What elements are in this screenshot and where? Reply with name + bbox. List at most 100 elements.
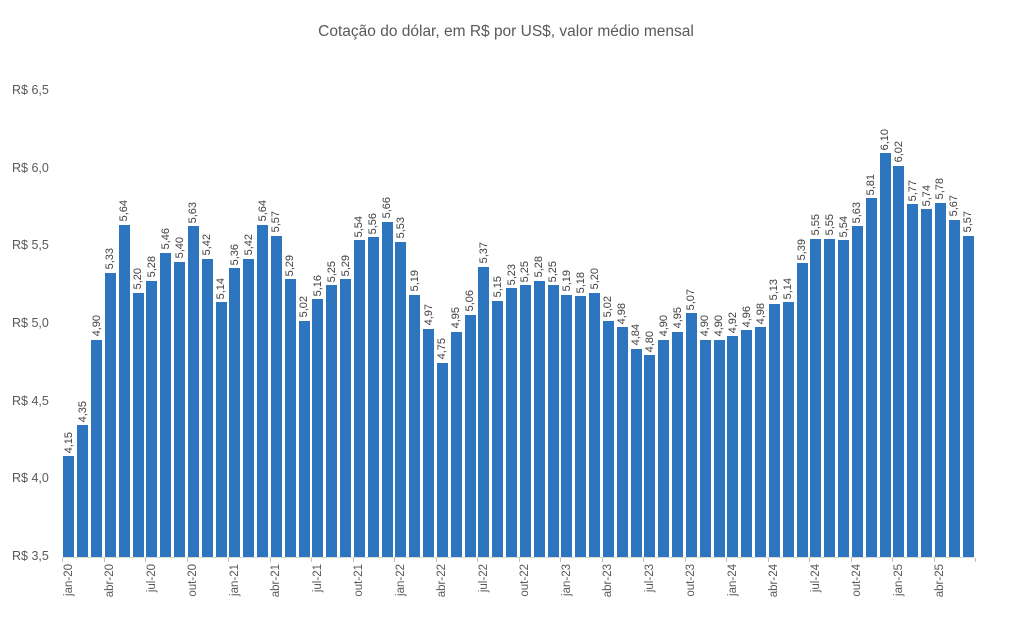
bar-value-label: 4,90 [699,315,712,337]
bar [492,300,504,557]
bar [672,331,684,557]
bar [409,294,421,557]
x-tick-mark [975,558,976,562]
bar [340,279,352,557]
x-tick-label: jan-22 [394,564,407,596]
bar [658,339,670,557]
bar [215,302,227,557]
x-tick-label: jul-22 [477,564,490,593]
bar [519,285,531,557]
bar-value-label: 4,98 [754,302,767,325]
x-tick-label: abr-21 [270,564,283,598]
bar-value-label: 5,53 [394,217,407,239]
bar [602,320,614,557]
bar [934,202,946,557]
bar [948,219,960,557]
x-tick-label: abr-22 [436,564,449,598]
y-tick-label: R$ 4,5 [12,393,49,408]
bar [353,240,365,557]
bar [257,224,269,557]
bar [713,339,725,557]
x-tick-label: jan-23 [560,564,573,596]
bar [423,328,435,557]
bar [464,314,476,557]
bar [685,313,697,557]
bar [146,280,158,557]
bar-value-label: 4,95 [671,307,684,329]
chart-title: Cotação do dólar, em R$ por US$, valor m… [318,23,694,40]
bar-value-label: 4,97 [422,304,435,326]
x-tick-label: abr-23 [602,564,615,598]
y-tick-label: R$ 4,0 [12,471,49,486]
bar [118,224,130,557]
x-tick-mark [435,558,437,562]
bar [104,272,116,557]
bar-value-label: 5,55 [809,214,822,236]
bar [381,221,393,557]
bar-value-label: 5,25 [325,260,338,283]
bar-value-label: 5,63 [851,201,864,224]
x-tick-label: out-22 [519,564,532,597]
x-tick-mark [560,558,561,562]
y-tick-label: R$ 6,0 [12,160,49,175]
bar-value-label: 5,06 [464,290,477,312]
bar [77,425,89,557]
x-tick-mark [601,558,603,562]
bar-value-label: 4,35 [76,400,89,422]
bar [810,238,822,557]
x-tick-label: out-24 [851,564,864,597]
bar [174,261,186,557]
bar-value-label: 5,14 [215,277,228,300]
bar [589,292,601,557]
bar-value-label: 5,33 [104,248,117,270]
bar [561,294,573,557]
bar [616,327,628,557]
bar-value-label: 5,19 [408,270,421,292]
bar [644,355,656,557]
x-tick-mark [477,558,478,562]
x-tick-label: jan-25 [892,564,905,596]
x-tick-label: jan-21 [228,564,241,596]
bar [851,226,863,557]
bar-value-label: 5,63 [187,201,200,224]
x-axis-line [62,557,975,558]
x-tick-label: out-21 [353,564,366,597]
bar-value-label: 5,81 [865,173,878,196]
x-tick-label: jan-24 [726,564,739,596]
bar-value-label: 5,42 [242,234,255,256]
bar-value-label: 5,56 [367,212,380,234]
x-tick-mark [311,558,312,562]
x-tick-label: abr-20 [104,564,117,598]
bar-value-label: 4,90 [90,315,103,337]
x-tick-mark [684,558,686,562]
x-tick-mark [145,558,146,562]
bar [727,336,739,557]
bar [824,238,836,557]
y-tick-label: R$ 5,0 [12,316,49,330]
bar-value-label: 5,18 [574,271,587,293]
bar-value-label: 5,36 [228,243,241,266]
x-tick-label: jul-24 [809,564,822,593]
x-tick-mark [518,558,520,562]
x-tick-label: jul-21 [311,564,324,593]
bar-value-label: 5,55 [823,214,836,236]
bar-value-label: 5,02 [602,296,615,318]
bar-value-label: 5,29 [284,254,297,276]
bar [741,330,753,557]
bar-value-label: 5,46 [159,228,172,250]
bar-value-label: 5,37 [477,242,490,264]
bar-value-label: 4,75 [436,338,449,360]
bar-value-label: 4,80 [643,330,656,353]
bar-value-label: 5,39 [796,238,809,261]
bar-value-label: 5,20 [132,268,145,290]
bar [229,268,241,557]
bar-value-label: 5,64 [256,200,269,222]
bar [755,327,767,557]
bar [907,204,919,557]
bar [921,209,933,557]
bar [768,303,780,557]
bar [478,266,490,557]
bar-value-label: 5,29 [339,254,352,276]
bar-value-label: 5,20 [588,268,601,290]
